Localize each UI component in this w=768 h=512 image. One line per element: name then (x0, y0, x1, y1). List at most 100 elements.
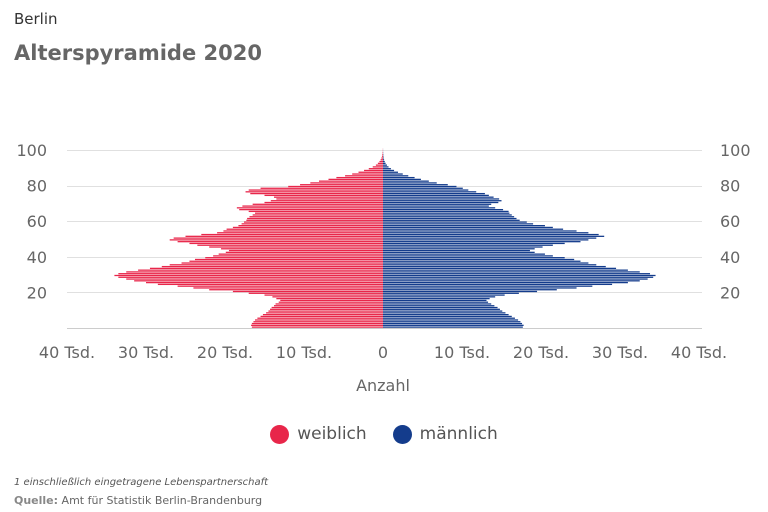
bar-female-age-41[interactable] (218, 253, 383, 255)
bar-female-age-94[interactable] (380, 159, 383, 161)
bar-female-age-95[interactable] (381, 157, 383, 159)
bar-female-age-5[interactable] (257, 317, 383, 319)
bar-male-age-13[interactable] (383, 303, 492, 305)
bar-male-age-49[interactable] (383, 239, 589, 241)
bar-female-age-46[interactable] (197, 244, 383, 246)
bar-male-age-10[interactable] (383, 308, 500, 310)
bar-male-age-7[interactable] (383, 314, 509, 316)
bar-male-age-37[interactable] (383, 260, 581, 262)
bar-male-age-43[interactable] (383, 249, 530, 252)
bar-male-age-0[interactable] (383, 326, 523, 328)
bar-male-age-9[interactable] (383, 310, 503, 312)
bar-female-age-66[interactable] (239, 208, 383, 211)
bar-female-age-23[interactable] (177, 285, 383, 287)
bar-male-age-44[interactable] (383, 248, 535, 250)
bar-male-age-36[interactable] (383, 262, 589, 264)
bar-female-age-76[interactable] (245, 191, 383, 193)
bar-female-age-20[interactable] (232, 290, 383, 293)
bar-female-age-84[interactable] (336, 176, 383, 179)
bar-male-age-68[interactable] (383, 205, 489, 207)
bar-female-age-88[interactable] (364, 169, 383, 172)
bar-female-age-85[interactable] (345, 175, 383, 177)
bar-female-age-7[interactable] (262, 314, 383, 316)
bar-male-age-60[interactable] (383, 219, 520, 221)
bar-male-age-35[interactable] (383, 264, 597, 266)
bar-female-age-36[interactable] (181, 262, 383, 264)
bar-female-age-79[interactable] (288, 185, 383, 188)
bar-female-age-18[interactable] (264, 294, 384, 296)
bar-male-age-38[interactable] (383, 258, 575, 261)
bar-male-age-2[interactable] (383, 322, 523, 325)
bar-male-age-40[interactable] (383, 255, 553, 257)
bar-male-age-25[interactable] (383, 281, 628, 284)
legend-item-male[interactable]: männlich (392, 424, 498, 444)
bar-male-age-72[interactable] (383, 198, 500, 200)
bar-male-age-73[interactable] (383, 196, 494, 198)
bar-female-age-42[interactable] (225, 251, 383, 253)
bar-male-age-11[interactable] (383, 306, 498, 309)
bar-male-age-56[interactable] (383, 226, 553, 229)
bar-female-age-47[interactable] (189, 242, 383, 245)
bar-male-age-91[interactable] (383, 164, 387, 166)
bar-male-age-30[interactable] (383, 273, 651, 275)
bar-male-age-48[interactable] (383, 241, 581, 243)
bar-male-age-16[interactable] (383, 297, 490, 300)
bar-male-age-54[interactable] (383, 230, 577, 232)
bar-male-age-42[interactable] (383, 251, 535, 253)
bar-male-age-86[interactable] (383, 173, 403, 175)
bar-male-age-18[interactable] (383, 294, 505, 296)
bar-female-age-73[interactable] (273, 196, 383, 198)
bar-female-age-69[interactable] (252, 203, 383, 205)
bar-female-age-29[interactable] (114, 274, 384, 277)
bar-male-age-52[interactable] (383, 233, 599, 236)
bar-male-age-95[interactable] (383, 157, 384, 159)
bar-female-age-89[interactable] (368, 168, 383, 170)
bar-female-age-13[interactable] (275, 303, 383, 305)
bar-male-age-3[interactable] (383, 321, 521, 323)
bar-female-age-26[interactable] (134, 280, 383, 282)
bar-female-age-43[interactable] (228, 249, 383, 252)
bar-male-age-32[interactable] (383, 269, 628, 271)
bar-male-age-67[interactable] (383, 207, 496, 209)
bar-male-age-47[interactable] (383, 242, 565, 245)
bar-male-age-80[interactable] (383, 184, 448, 186)
bar-female-age-54[interactable] (223, 230, 383, 232)
bar-female-age-45[interactable] (209, 246, 383, 248)
bar-male-age-5[interactable] (383, 317, 515, 319)
bar-male-age-62[interactable] (383, 216, 515, 218)
bar-female-age-19[interactable] (248, 292, 383, 294)
bar-female-age-78[interactable] (260, 187, 383, 189)
bar-female-age-56[interactable] (232, 226, 383, 229)
bar-female-age-71[interactable] (270, 200, 383, 202)
bar-female-age-67[interactable] (236, 207, 383, 209)
bar-female-age-25[interactable] (146, 281, 383, 284)
bar-male-age-53[interactable] (383, 232, 589, 234)
bar-female-age-40[interactable] (213, 255, 383, 257)
bar-female-age-55[interactable] (226, 228, 383, 230)
bar-female-age-70[interactable] (264, 201, 384, 204)
bar-female-age-77[interactable] (248, 189, 383, 191)
bar-male-age-58[interactable] (383, 223, 534, 225)
bar-female-age-30[interactable] (118, 273, 383, 275)
bar-male-age-19[interactable] (383, 292, 519, 294)
bar-male-age-76[interactable] (383, 191, 477, 193)
bar-male-age-22[interactable] (383, 287, 577, 289)
bar-male-age-50[interactable] (383, 237, 597, 239)
bar-female-age-1[interactable] (251, 324, 383, 326)
bar-female-age-68[interactable] (242, 205, 383, 207)
bar-male-age-29[interactable] (383, 274, 656, 277)
bar-male-age-46[interactable] (383, 244, 553, 246)
bar-female-age-27[interactable] (126, 278, 383, 280)
bar-female-age-92[interactable] (377, 162, 383, 164)
bar-male-age-59[interactable] (383, 221, 527, 223)
bar-female-age-31[interactable] (126, 271, 383, 273)
bar-male-age-77[interactable] (383, 189, 469, 191)
bar-female-age-48[interactable] (177, 241, 383, 243)
bar-female-age-10[interactable] (270, 308, 383, 310)
bar-male-age-78[interactable] (383, 187, 463, 189)
bar-female-age-97[interactable] (382, 153, 383, 156)
bar-male-age-75[interactable] (383, 192, 485, 195)
bar-female-age-59[interactable] (243, 221, 383, 223)
bar-male-age-84[interactable] (383, 176, 415, 179)
bar-female-age-17[interactable] (272, 296, 383, 298)
